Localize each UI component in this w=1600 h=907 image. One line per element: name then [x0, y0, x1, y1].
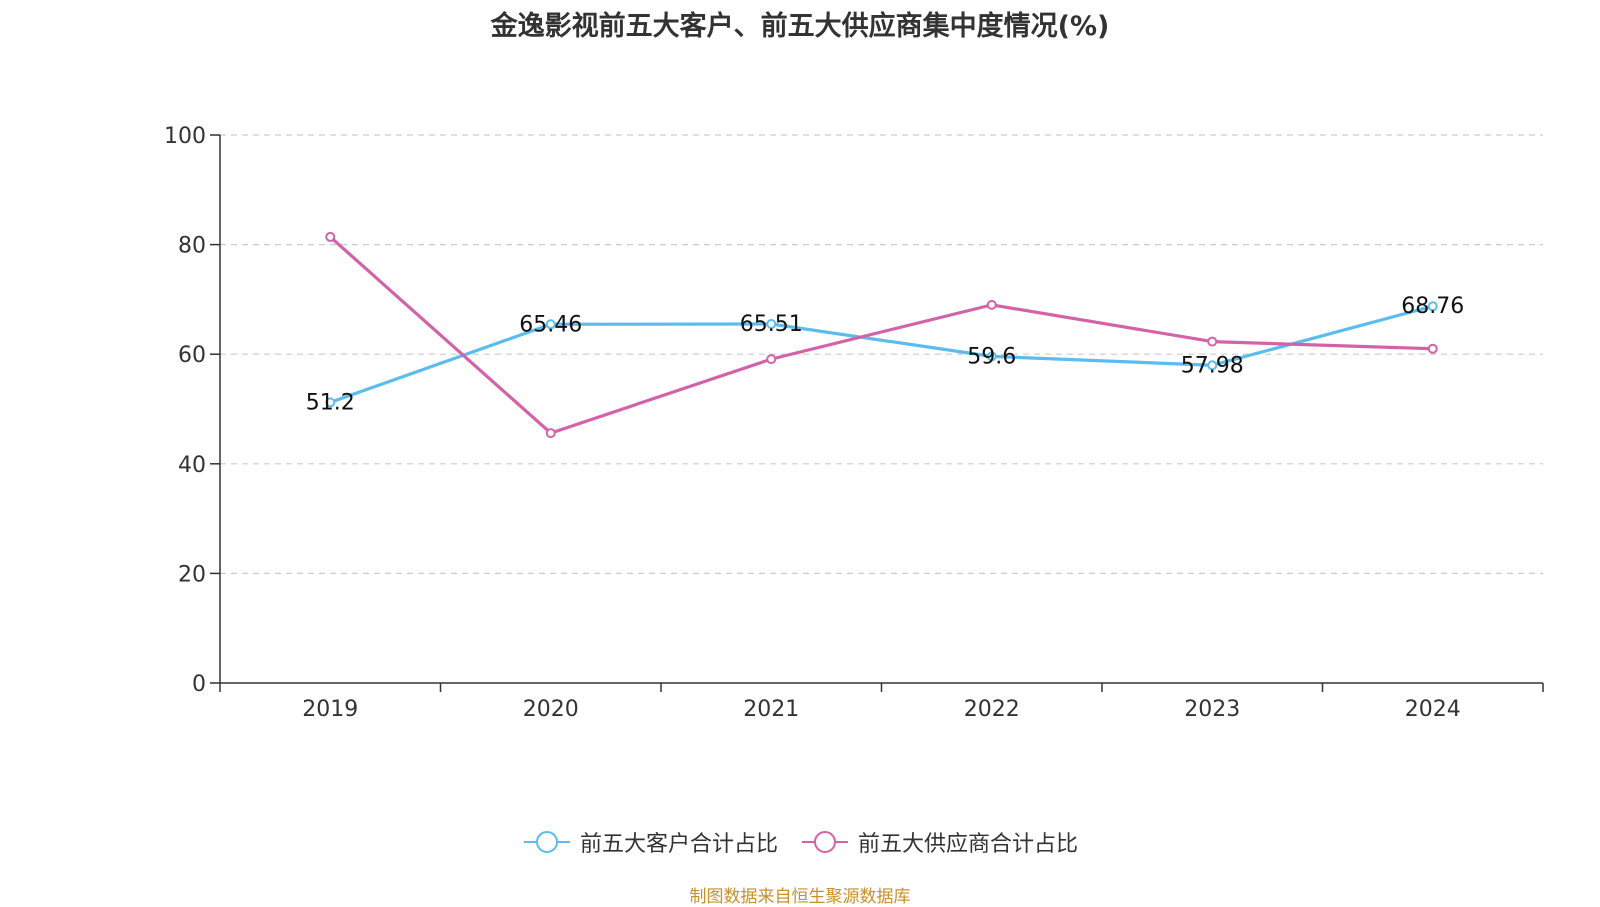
series-line-1 — [329, 235, 1433, 435]
point-0-2024 — [1427, 301, 1438, 312]
point-0-2021 — [766, 319, 777, 330]
data-label-0-2022: 59.6 — [967, 344, 1016, 369]
data-label-0-2019: 51.2 — [306, 390, 355, 415]
grid-lines — [220, 134, 1543, 575]
point-0-2022 — [986, 351, 997, 362]
data-label-0-2023: 57.98 — [1181, 353, 1244, 378]
point-1-2024 — [1427, 343, 1438, 354]
y-tick-label-40: 40 — [178, 453, 206, 478]
series-line-0 — [329, 304, 1434, 404]
y-tick-label-20: 20 — [178, 562, 206, 587]
x-tick-label-2021: 2021 — [743, 697, 799, 722]
point-1-2020 — [545, 428, 556, 439]
y-tick-label-0: 0 — [192, 672, 206, 697]
x-tick-label-2022: 2022 — [964, 697, 1020, 722]
x-tick-label-2023: 2023 — [1184, 697, 1240, 722]
point-0-2019 — [325, 397, 336, 408]
data-label-0-2021: 65.51 — [740, 312, 803, 337]
point-1-2021 — [766, 354, 777, 365]
point-1-2023 — [1207, 336, 1218, 347]
legend: 前五大客户合计占比 前五大供应商合计占比 — [0, 826, 1600, 858]
data-label-0-2020: 65.46 — [519, 312, 582, 337]
legend-marker-suppliers-icon — [802, 831, 848, 853]
legend-item-customers[interactable]: 前五大客户合计占比 — [522, 826, 778, 858]
point-1-2019 — [325, 231, 336, 242]
data-labels: 51.2 65.46 65.51 59.6 57.98 68.76 — [306, 294, 1464, 415]
source-note: 制图数据来自恒生聚源数据库 — [689, 887, 911, 907]
y-tick-label-100: 100 — [164, 124, 206, 149]
axes: 0 20 40 60 80 100 2019 2020 2021 2022 2023 2024 — [164, 124, 1544, 722]
y-tick-label-60: 60 — [178, 343, 206, 368]
legend-label-suppliers: 前五大供应商合计占比 — [858, 832, 1079, 857]
data-label-0-2024: 68.76 — [1401, 294, 1464, 319]
y-tick-label-80: 80 — [178, 234, 206, 259]
legend-label-customers: 前五大客户合计占比 — [579, 832, 778, 857]
x-tick-label-2020: 2020 — [523, 697, 579, 722]
point-0-2020 — [545, 319, 556, 330]
x-tick-label-2024: 2024 — [1405, 697, 1461, 722]
chart-title: 金逸影视前五大客户、前五大供应商集中度情况(%) — [490, 11, 1110, 42]
point-0-2023 — [1207, 360, 1218, 371]
point-1-2022 — [986, 299, 997, 310]
series-lines — [325, 231, 1438, 439]
legend-marker-customers-icon — [523, 831, 570, 853]
x-tick-label-2019: 2019 — [302, 697, 358, 722]
legend-item-suppliers[interactable]: 前五大供应商合计占比 — [800, 826, 1078, 858]
